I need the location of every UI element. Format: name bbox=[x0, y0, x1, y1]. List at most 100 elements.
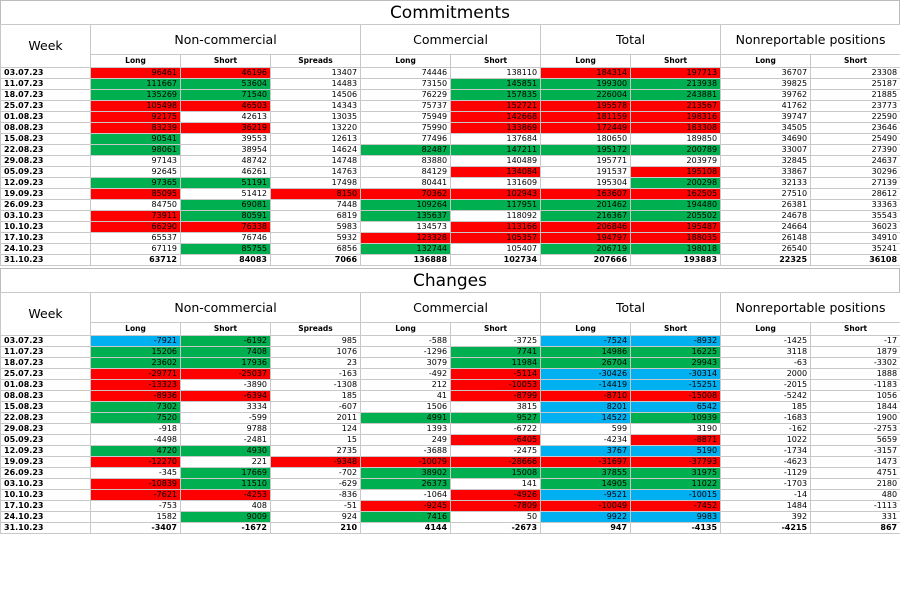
value-cell: 123328 bbox=[360, 232, 452, 244]
value-cell: -5114 bbox=[450, 368, 542, 380]
value-cell: 200298 bbox=[630, 177, 722, 189]
value-cell: 198316 bbox=[630, 111, 722, 123]
value-cell: -13323 bbox=[90, 379, 181, 391]
value-cell: 24664 bbox=[720, 221, 812, 233]
week-cell: 18.07.23 bbox=[0, 89, 91, 101]
table-row: 05.09.23 -4498 -2481 15 249 -6405 -4234 -8871 10… bbox=[0, 434, 900, 446]
value-cell: 105357 bbox=[450, 232, 542, 244]
value-cell: 71540 bbox=[180, 89, 271, 101]
value-cell: 134573 bbox=[360, 221, 452, 233]
value-cell: 8150 bbox=[269, 188, 362, 200]
sub-header-spreads: Spreads bbox=[269, 322, 362, 336]
value-cell: 63712 bbox=[90, 254, 181, 266]
value-cell: 111667 bbox=[90, 78, 181, 90]
value-cell: 84750 bbox=[90, 199, 181, 211]
value-cell: 29943 bbox=[630, 357, 722, 369]
value-cell: 28612 bbox=[810, 188, 900, 200]
value-cell: 331 bbox=[810, 511, 900, 523]
value-cell: -1672 bbox=[180, 522, 271, 534]
value-cell: -918 bbox=[90, 423, 181, 435]
value-cell: 73150 bbox=[360, 78, 452, 90]
value-cell: 2011 bbox=[269, 412, 362, 424]
table-row: 17.10.23 -753 408 -51 -9245 -7809 -10049 -7452 1… bbox=[0, 500, 900, 512]
value-cell: 14748 bbox=[269, 155, 362, 167]
value-cell: 83880 bbox=[360, 155, 452, 167]
value-cell: 97365 bbox=[90, 177, 181, 189]
table-row: 15.08.23 7302 3334 -607 1506 3815 8201 6542 185 1… bbox=[0, 401, 900, 413]
value-cell: -37793 bbox=[630, 456, 722, 468]
value-cell: 97143 bbox=[90, 155, 181, 167]
value-cell: -9348 bbox=[269, 456, 362, 468]
value-cell: -836 bbox=[269, 489, 362, 501]
value-cell: 98061 bbox=[90, 144, 181, 156]
value-cell: 1582 bbox=[90, 511, 181, 523]
week-cell: 05.09.23 bbox=[0, 166, 91, 178]
value-cell: 135269 bbox=[90, 89, 181, 101]
table-row: 25.07.23 -29771 -25037 -163 -492 -5114 -30426-… bbox=[0, 368, 900, 380]
value-cell: -4234 bbox=[540, 434, 632, 446]
value-cell: 25490 bbox=[810, 133, 900, 145]
value-cell: 30296 bbox=[810, 166, 900, 178]
week-cell: 12.09.23 bbox=[0, 177, 91, 189]
week-cell: 29.08.23 bbox=[0, 423, 91, 435]
value-cell: 200789 bbox=[630, 144, 722, 156]
value-cell: 23773 bbox=[810, 100, 900, 112]
value-cell: 195578 bbox=[540, 100, 632, 112]
week-cell: 31.10.23 bbox=[0, 522, 91, 534]
value-cell: 26540 bbox=[720, 243, 812, 255]
week-cell: 19.09.23 bbox=[0, 456, 91, 468]
value-cell: 26381 bbox=[720, 199, 812, 211]
table-row: 11.07.23 15206 7408 1076 -1296 7741 14986 16225… bbox=[0, 346, 900, 358]
value-cell: 1879 bbox=[810, 346, 900, 358]
value-cell: -10049 bbox=[540, 500, 632, 512]
value-cell: 124 bbox=[269, 423, 362, 435]
commitments-section: Commitments Week Non-commercial Commerci… bbox=[0, 0, 900, 266]
value-cell: 9788 bbox=[180, 423, 271, 435]
value-cell: 23308 bbox=[810, 67, 900, 79]
value-cell: 80591 bbox=[180, 210, 271, 222]
table-row: 03.10.23 73911 80591 6819 135637 118092 216367… bbox=[0, 210, 900, 222]
value-cell: 6542 bbox=[630, 401, 722, 413]
value-cell: 221 bbox=[180, 456, 271, 468]
value-cell: 53604 bbox=[180, 78, 271, 90]
value-cell: 113166 bbox=[450, 221, 542, 233]
value-cell: 198018 bbox=[630, 243, 722, 255]
value-cell: 34505 bbox=[720, 122, 812, 134]
value-cell: 9922 bbox=[540, 511, 632, 523]
week-cell: 17.10.23 bbox=[0, 232, 91, 244]
value-cell: -4623 bbox=[720, 456, 812, 468]
value-cell: -4498 bbox=[90, 434, 181, 446]
week-cell: 25.07.23 bbox=[0, 100, 91, 112]
value-cell: 195108 bbox=[630, 166, 722, 178]
table-row: 10.10.23 66290 76338 5983 134573 113166 206846… bbox=[0, 221, 900, 233]
value-cell: 39762 bbox=[720, 89, 812, 101]
value-cell: 136888 bbox=[360, 254, 452, 266]
value-cell: 17669 bbox=[180, 467, 271, 479]
week-cell: 22.08.23 bbox=[0, 144, 91, 156]
value-cell: 7520 bbox=[90, 412, 181, 424]
value-cell: 985 bbox=[269, 335, 362, 347]
value-cell: 23646 bbox=[810, 122, 900, 134]
week-cell: 29.08.23 bbox=[0, 155, 91, 167]
group-header-total: Total bbox=[540, 24, 722, 55]
value-cell: 131609 bbox=[450, 177, 542, 189]
value-cell: -25037 bbox=[180, 368, 271, 380]
value-cell: 82487 bbox=[360, 144, 452, 156]
value-cell: -4926 bbox=[450, 489, 542, 501]
week-cell: 24.10.23 bbox=[0, 511, 91, 523]
value-cell: 185 bbox=[269, 390, 362, 402]
value-cell: 142668 bbox=[450, 111, 542, 123]
value-cell: -30426 bbox=[540, 368, 632, 380]
value-cell: -6722 bbox=[450, 423, 542, 435]
value-cell: 189850 bbox=[630, 133, 722, 145]
week-cell: 26.09.23 bbox=[0, 467, 91, 479]
value-cell: 23602 bbox=[90, 357, 181, 369]
value-cell: 408 bbox=[180, 500, 271, 512]
value-cell: -2015 bbox=[720, 379, 812, 391]
week-cell: 08.08.23 bbox=[0, 122, 91, 134]
value-cell: -63 bbox=[720, 357, 812, 369]
value-cell: 105498 bbox=[90, 100, 181, 112]
value-cell: 924 bbox=[269, 511, 362, 523]
value-cell: 36707 bbox=[720, 67, 812, 79]
sub-header-short: Short bbox=[810, 54, 900, 68]
